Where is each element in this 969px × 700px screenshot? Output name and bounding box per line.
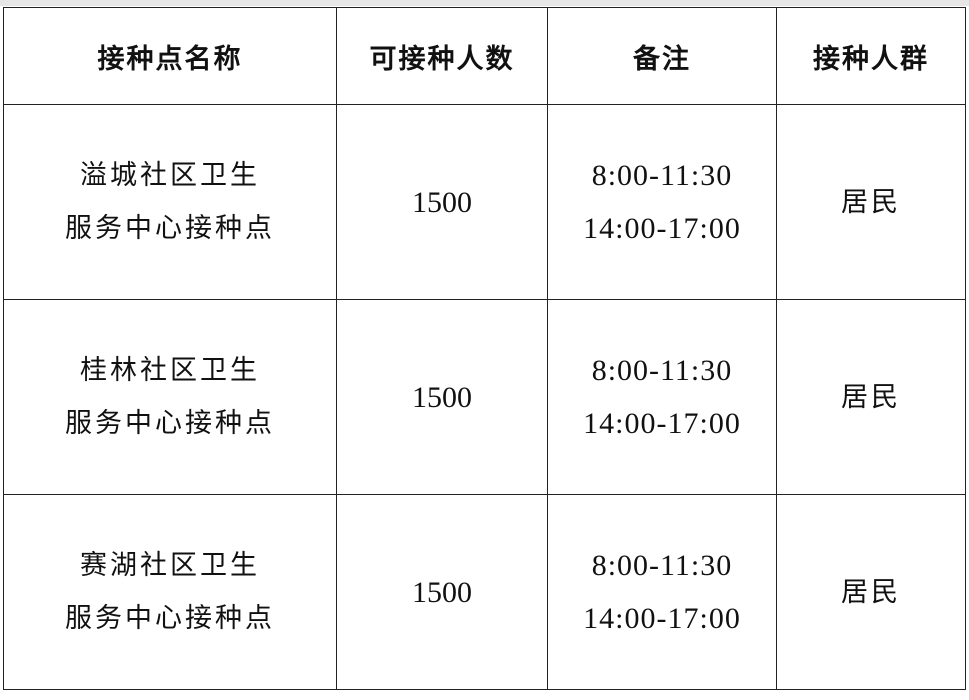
notes-cell: 8:00-11:30 14:00-17:00 bbox=[547, 104, 777, 300]
site-name-line1: 溢城社区卫生 bbox=[80, 160, 260, 191]
top-bar bbox=[0, 0, 969, 6]
target-group-cell: 居民 bbox=[776, 104, 966, 300]
target-group-cell: 居民 bbox=[776, 299, 966, 495]
notes-cell: 8:00-11:30 14:00-17:00 bbox=[547, 494, 777, 690]
header-row: 接种点名称 可接种人数 备注 接种人群 bbox=[3, 7, 966, 105]
site-name-cell: 赛湖社区卫生 服务中心接种点 bbox=[3, 494, 337, 690]
site-name-line2: 服务中心接种点 bbox=[65, 213, 275, 244]
time-morning: 8:00-11:30 bbox=[591, 159, 733, 192]
site-name-line2: 服务中心接种点 bbox=[65, 603, 275, 634]
site-name-line2: 服务中心接种点 bbox=[65, 408, 275, 439]
table-row: 桂林社区卫生 服务中心接种点 1500 8:00-11:30 14:00-17:00… bbox=[3, 299, 966, 495]
time-afternoon: 14:00-17:00 bbox=[583, 602, 741, 635]
time-afternoon: 14:00-17:00 bbox=[583, 212, 741, 245]
vaccination-sites-table: 接种点名称 可接种人数 备注 接种人群 溢城社区卫生 服务中心接种点 1500 8… bbox=[3, 7, 966, 690]
header-capacity: 可接种人数 bbox=[336, 7, 548, 105]
capacity-cell: 1500 bbox=[336, 104, 548, 300]
site-name-line1: 赛湖社区卫生 bbox=[80, 550, 260, 581]
target-group-cell: 居民 bbox=[776, 494, 966, 690]
time-morning: 8:00-11:30 bbox=[591, 354, 733, 387]
site-name-line1: 桂林社区卫生 bbox=[80, 355, 260, 386]
table-row: 赛湖社区卫生 服务中心接种点 1500 8:00-11:30 14:00-17:00… bbox=[3, 494, 966, 690]
site-name-cell: 溢城社区卫生 服务中心接种点 bbox=[3, 104, 337, 300]
header-notes: 备注 bbox=[547, 7, 777, 105]
capacity-cell: 1500 bbox=[336, 299, 548, 495]
notes-cell: 8:00-11:30 14:00-17:00 bbox=[547, 299, 777, 495]
capacity-cell: 1500 bbox=[336, 494, 548, 690]
header-site-name: 接种点名称 bbox=[3, 7, 337, 105]
time-morning: 8:00-11:30 bbox=[591, 549, 733, 582]
header-target-group: 接种人群 bbox=[776, 7, 966, 105]
time-afternoon: 14:00-17:00 bbox=[583, 407, 741, 440]
table-row: 溢城社区卫生 服务中心接种点 1500 8:00-11:30 14:00-17:00… bbox=[3, 104, 966, 300]
site-name-cell: 桂林社区卫生 服务中心接种点 bbox=[3, 299, 337, 495]
